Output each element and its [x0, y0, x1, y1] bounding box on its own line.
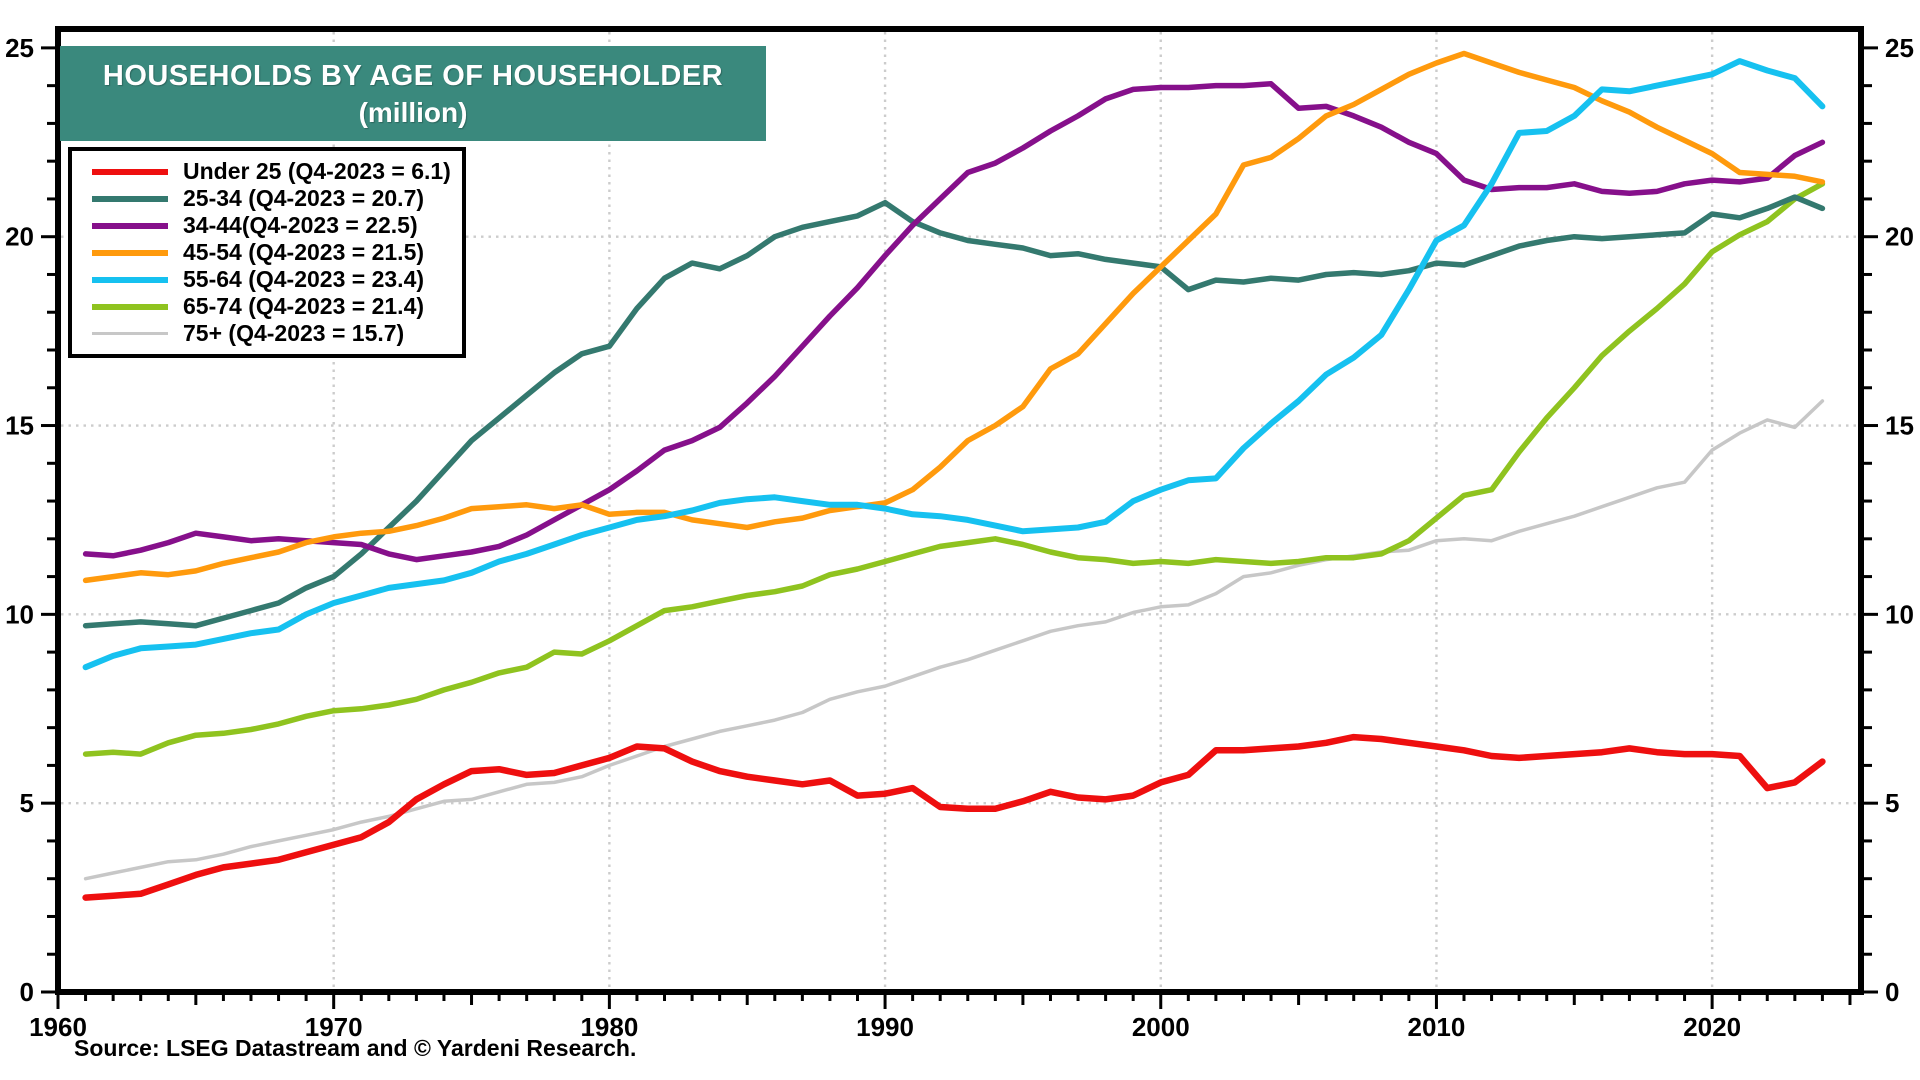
x-axis-label-2020: 2020	[1683, 1012, 1741, 1042]
chart-title: HOUSEHOLDS BY AGE OF HOUSEHOLDER	[102, 60, 724, 93]
y-axis-label-left-5: 5	[20, 788, 34, 818]
y-axis-label-left-25: 25	[5, 33, 34, 63]
legend-label-65-74: 65-74 (Q4-2023 = 21.4)	[183, 293, 425, 319]
legend-swatch-75plus	[92, 332, 168, 335]
legend-item-25-34: 25-34 (Q4-2023 = 20.7)	[82, 185, 452, 212]
y-axis-label-left-15: 15	[5, 411, 34, 441]
series-line-under-25	[82, 733, 1826, 901]
y-axis-label-right-0: 0	[1885, 977, 1899, 1007]
chart-title-box: HOUSEHOLDS BY AGE OF HOUSEHOLDER (millio…	[60, 46, 766, 141]
y-axis-label-left-20: 20	[5, 222, 34, 252]
source-attribution: Source: LSEG Datastream and © Yardeni Re…	[74, 1035, 637, 1061]
legend-label-75plus: 75+ (Q4-2023 = 15.7)	[183, 320, 405, 346]
legend-swatch-65-74	[92, 303, 168, 310]
y-axis-label-right-15: 15	[1885, 411, 1914, 441]
chart-subtitle: (million)	[358, 97, 468, 129]
legend: Under 25 (Q4-2023 = 6.1) 25-34 (Q4-2023 …	[68, 147, 466, 358]
x-axis-label-1960: 1960	[29, 1012, 87, 1042]
y-axis-label-right-10: 10	[1885, 599, 1914, 629]
y-axis-label-left-10: 10	[5, 599, 34, 629]
axis-ticks	[41, 46, 1878, 1009]
legend-label-under-25: Under 25 (Q4-2023 = 6.1)	[183, 158, 451, 184]
legend-label-25-34: 25-34 (Q4-2023 = 20.7)	[183, 185, 425, 211]
legend-item-34-44: 34-44(Q4-2023 = 22.5)	[82, 212, 452, 239]
series-line-45-54	[82, 50, 1826, 584]
legend-item-65-74: 65-74 (Q4-2023 = 21.4)	[82, 293, 452, 320]
legend-label-34-44: 34-44(Q4-2023 = 22.5)	[183, 212, 418, 238]
x-axis-label-2010: 2010	[1408, 1012, 1466, 1042]
legend-label-55-64: 55-64 (Q4-2023 = 23.4)	[183, 266, 425, 292]
legend-swatch-45-54	[92, 249, 168, 256]
y-axis-label-left-0: 0	[20, 977, 34, 1007]
series-line-65-74	[82, 181, 1826, 757]
y-axis-label-right-5: 5	[1885, 788, 1899, 818]
x-axis-label-1990: 1990	[856, 1012, 914, 1042]
series-lines	[82, 50, 1826, 901]
y-axis-label-right-20: 20	[1885, 222, 1914, 252]
x-axis-label-2000: 2000	[1132, 1012, 1190, 1042]
legend-swatch-25-34	[92, 195, 168, 202]
series-line-55-64	[82, 58, 1826, 671]
y-axis-label-right-25: 25	[1885, 33, 1914, 63]
legend-item-under-25: Under 25 (Q4-2023 = 6.1)	[82, 158, 452, 185]
x-axis-label-1980: 1980	[580, 1012, 638, 1042]
series-line-75plus	[83, 399, 1825, 881]
series-line-34-44	[82, 81, 1826, 563]
legend-item-75plus: 75+ (Q4-2023 = 15.7)	[82, 320, 452, 347]
legend-swatch-34-44	[92, 222, 168, 229]
legend-item-45-54: 45-54 (Q4-2023 = 21.5)	[82, 239, 452, 266]
legend-swatch-55-64	[92, 276, 168, 283]
legend-swatch-under-25	[92, 168, 168, 175]
x-axis-label-1970: 1970	[305, 1012, 363, 1042]
plot-frame	[55, 26, 1864, 995]
series-line-25-34	[82, 194, 1826, 629]
legend-item-55-64: 55-64 (Q4-2023 = 23.4)	[82, 266, 452, 293]
legend-label-45-54: 45-54 (Q4-2023 = 21.5)	[183, 239, 425, 265]
